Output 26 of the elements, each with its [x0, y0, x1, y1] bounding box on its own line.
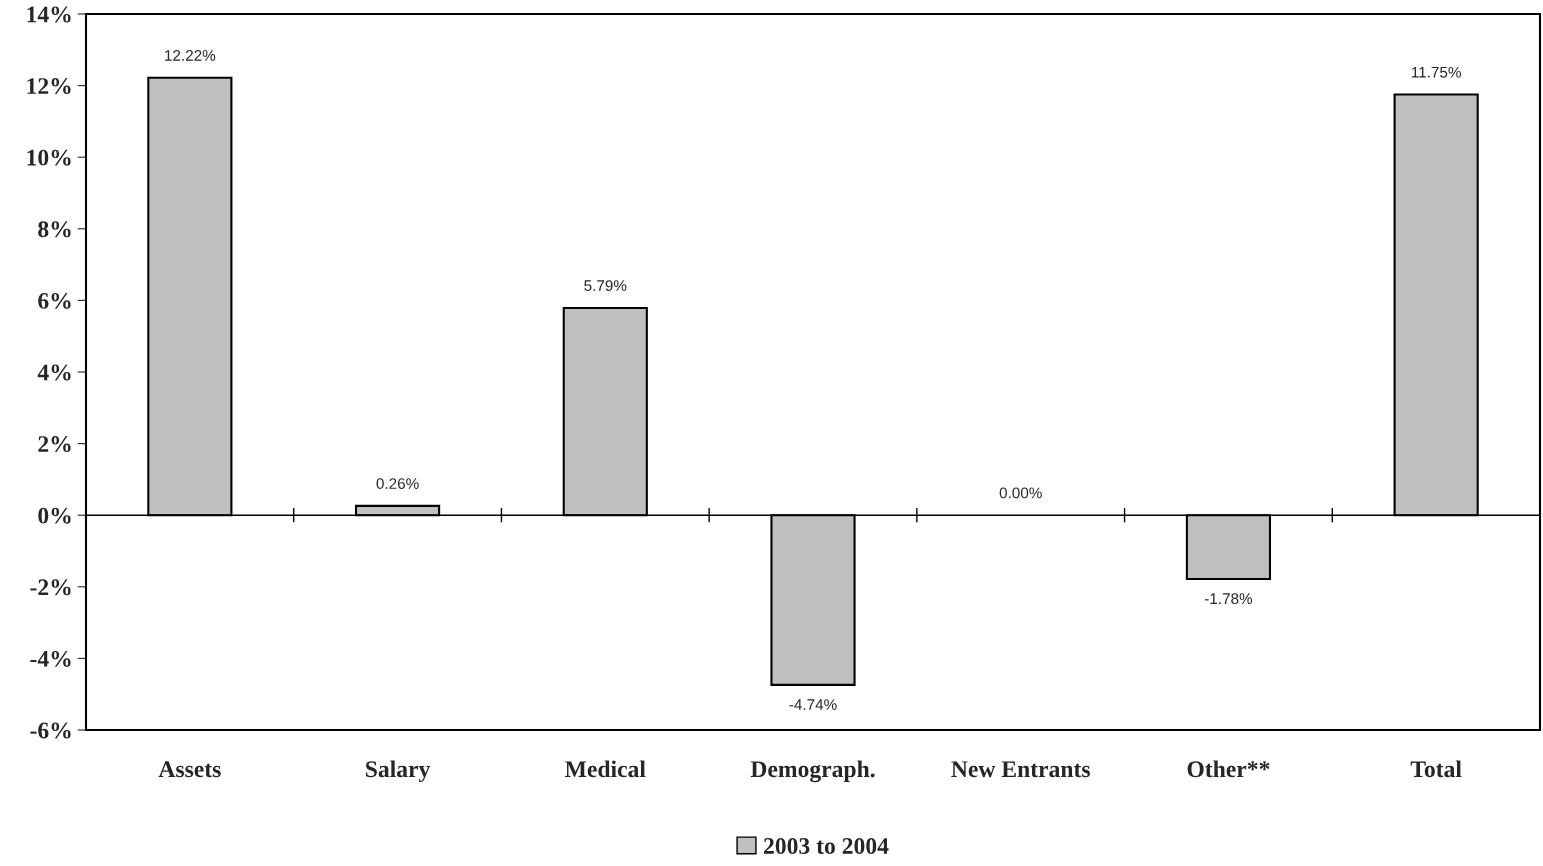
- y-tick-label: 2%: [38, 436, 71, 453]
- y-tick-label: -2%: [30, 579, 71, 596]
- x-tick-label: Other**: [1187, 760, 1270, 778]
- x-tick-label: Demograph.: [750, 760, 875, 783]
- y-tick-label: 14%: [27, 6, 71, 23]
- data-label: 0.00%: [999, 487, 1042, 499]
- x-tick-label: Medical: [565, 760, 646, 778]
- x-tick-label: Assets: [158, 761, 221, 778]
- data-label: 12.22%: [165, 50, 216, 61]
- y-tick-label: 8%: [38, 221, 71, 238]
- data-label: -1.78%: [1204, 593, 1253, 605]
- y-tick-label: 12%: [27, 78, 71, 95]
- legend-label: 2003 to 2004: [764, 838, 889, 854]
- data-label: 11.75%: [1411, 66, 1461, 78]
- x-tick-label: Salary: [366, 760, 431, 783]
- x-tick-label: New Entrants: [951, 761, 1090, 778]
- y-tick-label: 0%: [38, 507, 71, 524]
- x-tick-label: Total: [1410, 760, 1462, 778]
- data-label: 0.26%: [376, 478, 419, 489]
- y-tick-label: -4%: [30, 650, 71, 667]
- y-tick-label: -6%: [30, 722, 71, 739]
- y-tick-label: 10%: [27, 149, 71, 166]
- data-label: 5.79%: [584, 280, 627, 292]
- y-tick-label: 6%: [38, 292, 71, 309]
- data-label: -4.74%: [789, 699, 837, 710]
- y-tick-label: 4%: [37, 364, 71, 381]
